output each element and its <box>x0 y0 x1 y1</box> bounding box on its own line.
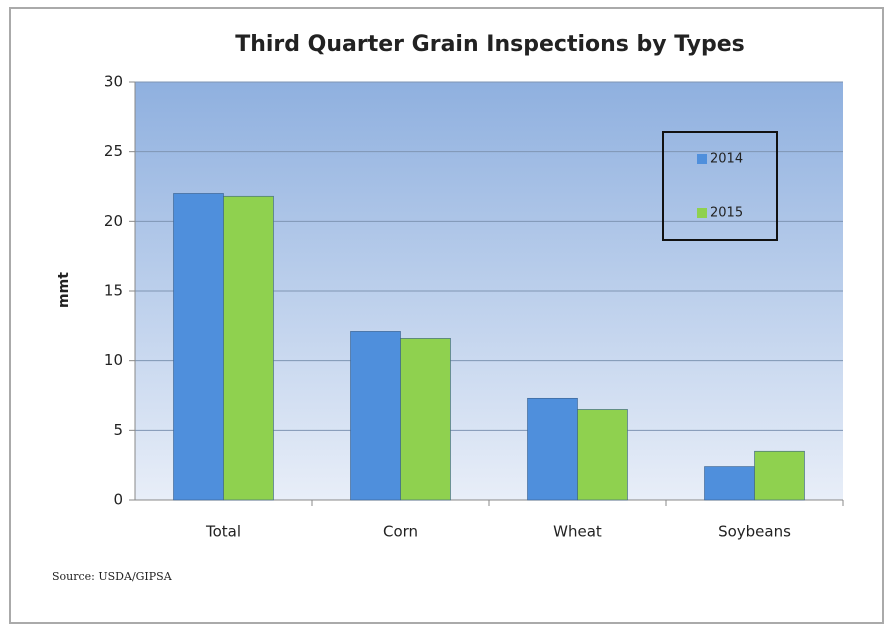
bar <box>704 466 755 501</box>
y-tick-label: 0 <box>113 491 123 509</box>
y-tick-label: 5 <box>113 421 123 439</box>
chart-title: Third Quarter Grain Inspections by Types <box>235 32 745 57</box>
legend-box <box>662 131 778 241</box>
legend-swatch <box>697 208 707 218</box>
y-tick-label: 20 <box>104 212 123 230</box>
bar <box>754 450 805 501</box>
bar <box>173 193 224 501</box>
x-tick-label: Soybeans <box>718 523 791 541</box>
bar <box>527 397 578 501</box>
y-tick-label: 30 <box>104 73 123 91</box>
y-axis-label: mmt <box>56 272 72 308</box>
bar <box>350 331 401 501</box>
bar <box>400 338 451 501</box>
legend-label: 2015 <box>710 206 743 221</box>
x-tick-label: Wheat <box>553 523 602 541</box>
legend-swatch <box>697 154 707 164</box>
bar <box>577 409 628 501</box>
x-tick-label: Corn <box>383 523 418 541</box>
x-tick-label: Total <box>205 523 241 541</box>
y-tick-label: 10 <box>104 351 123 369</box>
source: Source: USDA/GIPSA <box>52 570 173 583</box>
legend-label: 2014 <box>710 152 743 167</box>
y-tick-label: 25 <box>104 142 123 160</box>
bar <box>223 195 274 501</box>
y-tick-label: 15 <box>104 282 123 300</box>
